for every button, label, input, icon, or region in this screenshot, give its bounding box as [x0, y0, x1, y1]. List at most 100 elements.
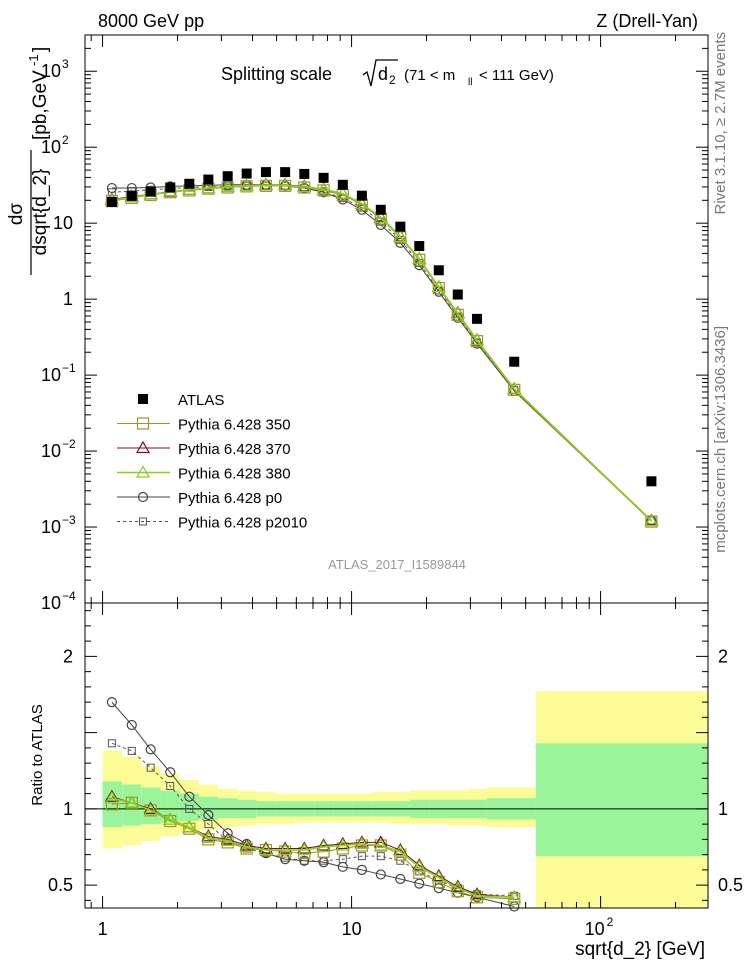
ratio-point	[258, 841, 273, 854]
ratio-point	[297, 842, 312, 856]
legend-item: Pythia 6.428 p2010	[117, 515, 307, 532]
ratio-point	[316, 839, 331, 853]
data-point	[201, 180, 216, 194]
data-point	[432, 281, 445, 295]
data-point	[395, 221, 406, 232]
ylabel-unit: [pb,GeV	[30, 70, 51, 140]
ratio-point	[338, 855, 347, 864]
data-point	[508, 383, 521, 396]
ratio-y-label: Ratio to ATLAS	[29, 704, 46, 805]
ratio-tick-label-left: 2	[63, 646, 73, 666]
data-point	[431, 279, 446, 292]
y-tick-label-exp: −1	[62, 361, 76, 375]
data-point	[335, 186, 350, 199]
data-point	[451, 308, 464, 322]
series-line	[111, 185, 652, 521]
ratio-point	[373, 838, 388, 851]
legend-label: Pythia 6.428 370	[178, 441, 291, 458]
ratio-point	[357, 852, 366, 861]
data-point	[106, 196, 117, 207]
ratio-point	[356, 864, 367, 875]
x-tick-label-exp: 2	[607, 915, 614, 929]
ratio-point	[204, 820, 213, 829]
ratio-point	[278, 841, 293, 854]
ratio-point	[163, 812, 178, 825]
ratio-point	[278, 842, 293, 856]
legend-item: ATLAS	[138, 392, 224, 409]
y-tick-label: 10	[41, 517, 61, 537]
header-left: 8000 GeV pp	[98, 11, 204, 31]
data-point	[470, 335, 484, 348]
ratio-point	[203, 809, 214, 821]
ratio-point	[393, 842, 408, 856]
header-right: Z (Drell-Yan)	[596, 11, 698, 31]
ratio-point	[143, 803, 158, 816]
x-tick-label: 10	[342, 919, 362, 939]
ratio-point	[183, 822, 196, 835]
ratio-band-inner	[218, 798, 238, 819]
y-tick-label-exp: −2	[62, 437, 76, 451]
y-tick-label: 1	[63, 289, 73, 309]
data-point	[316, 181, 331, 195]
ratio-plot-frame	[84, 602, 709, 909]
ratio-point	[507, 890, 522, 903]
data-point	[299, 168, 310, 179]
legend-marker	[136, 417, 150, 430]
ratio-point	[318, 857, 329, 868]
ratio-uncertainty-bands	[85, 691, 708, 908]
y-tick-label: 10	[53, 213, 73, 233]
series-line	[111, 184, 652, 522]
y-tick-label-exp: 2	[62, 133, 69, 147]
ratio-point	[450, 880, 465, 894]
ratio-band-inner	[160, 790, 180, 823]
data-point	[375, 219, 386, 230]
legend-item: Pythia 6.428 370	[117, 440, 291, 458]
ratio-point	[106, 697, 117, 708]
x-axis-label: sqrt{d_2} [GeV]	[575, 939, 705, 960]
sqrt-icon	[362, 59, 398, 87]
data-point	[413, 253, 426, 266]
x-tick-label: 10	[585, 919, 605, 939]
ratio-point	[299, 855, 310, 866]
data-point	[222, 171, 233, 182]
data-point	[165, 182, 176, 193]
data-point	[126, 190, 137, 201]
data-point	[278, 178, 293, 191]
ratio-tick-label-right: 1	[718, 799, 728, 819]
ratio-point	[126, 719, 137, 731]
series-line	[111, 184, 652, 522]
ratio-point	[393, 844, 408, 857]
data-point	[297, 179, 312, 193]
ratio-pythia-6-428-380	[104, 790, 522, 903]
data-point	[239, 178, 254, 191]
ratio-point	[316, 838, 331, 851]
legend-item: Pythia 6.428 p0	[117, 490, 282, 507]
title-range-sub: ll	[468, 77, 472, 88]
ratio-tick-label-right: 0.5	[718, 875, 743, 895]
data-point	[184, 178, 195, 189]
data-point	[145, 186, 156, 197]
ratio-point	[375, 869, 386, 880]
y-tick-label: 10	[41, 365, 61, 385]
ratio-point	[239, 839, 254, 853]
ratio-point	[239, 838, 254, 851]
data-point	[469, 332, 485, 346]
data-point	[414, 241, 425, 252]
ratio-line	[111, 797, 515, 899]
ylabel-num: dσ	[6, 203, 27, 226]
y-tick-label-exp: −4	[62, 589, 76, 603]
data-point	[433, 265, 444, 276]
ratio-point	[146, 763, 155, 772]
ratio-point	[127, 746, 136, 755]
ratio-point	[354, 836, 369, 850]
ylabel-den: dsqrt{d_2}	[30, 169, 51, 256]
ratio-band-inner	[122, 784, 142, 826]
legend-label: Pythia 6.428 380	[178, 466, 291, 483]
data-point	[472, 313, 483, 324]
rivet-label: Rivet 3.1.10, ≥ 2.7M events	[712, 32, 729, 215]
ratio-point	[508, 892, 521, 905]
title-prefix: Splitting scale	[221, 64, 332, 84]
y-tick-label-exp: 3	[62, 57, 69, 71]
